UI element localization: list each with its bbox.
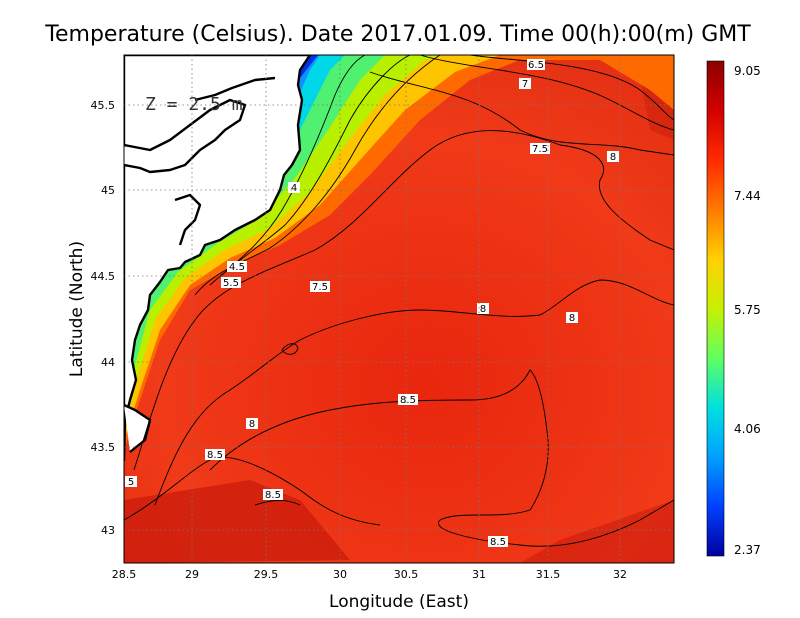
map-title: Temperature (Celsius). Date 2017.01.09. …: [44, 22, 751, 47]
contour-label: 8: [566, 312, 578, 324]
contour-label: 8.5: [205, 449, 225, 461]
contour-label: 8: [246, 418, 258, 430]
svg-text:5.5: 5.5: [223, 278, 239, 289]
y-axis-label: Latitude (North): [67, 241, 87, 377]
depth-label: Z = 2.5 m: [145, 94, 243, 115]
svg-text:7.5: 7.5: [312, 282, 328, 293]
svg-text:8: 8: [610, 152, 616, 163]
colorbar-gradient: [706, 60, 725, 557]
svg-text:7.5: 7.5: [532, 144, 548, 155]
contour-label: 8.5: [398, 394, 418, 406]
svg-text:6.5: 6.5: [528, 60, 544, 71]
contour-label: 8: [607, 151, 619, 163]
x-tick-label: 29.5: [254, 568, 279, 581]
x-tick-label: 29: [185, 568, 199, 581]
y-tick-label: 43.5: [91, 441, 116, 454]
contour-label: 7.5: [530, 143, 550, 155]
colorbar-tick-label: 7.44: [734, 189, 761, 203]
svg-text:8.5: 8.5: [400, 395, 416, 406]
contour-label: 5.5: [221, 277, 241, 289]
svg-text:8: 8: [480, 304, 486, 315]
x-tick-labels: 28.5 29 29.5 30 30.5 31 31.5 32: [112, 568, 627, 581]
grid-lines: [124, 55, 674, 563]
y-tick-label: 45.5: [91, 99, 116, 112]
colorbar-tick-label: 2.37: [734, 543, 761, 557]
deep-warm-region: [124, 480, 350, 563]
contour-lines: [124, 55, 674, 547]
colorbar-tick-label: 9.05: [734, 64, 761, 78]
plot-frame: [123, 54, 675, 564]
contour-label: 7.5: [310, 281, 330, 293]
y-tick-label: 45: [101, 184, 115, 197]
y-tick-label: 44: [101, 356, 115, 369]
x-tick-label: 28.5: [112, 568, 137, 581]
svg-text:7: 7: [522, 79, 528, 90]
plot-area: 6.5 7 7.5 8 4 4.5 5.5 7.5 8 8 8 8.5 8.5 …: [124, 55, 674, 563]
svg-text:5: 5: [128, 477, 134, 488]
contour-label: 4.5: [227, 261, 247, 273]
estuary-outline: [194, 76, 276, 102]
svg-text:8.5: 8.5: [490, 537, 506, 548]
x-tick-label: 32: [613, 568, 627, 581]
contour-label: 8: [477, 303, 489, 315]
x-tick-label: 30: [333, 568, 347, 581]
contour-label: 7: [519, 78, 531, 90]
svg-text:8: 8: [569, 313, 575, 324]
x-tick-label: 31: [472, 568, 486, 581]
delta-outline: [174, 193, 202, 246]
colorbar-tick-label: 5.75: [734, 303, 761, 317]
y-tick-label: 43: [101, 524, 115, 537]
contour-label: 5: [125, 476, 137, 488]
svg-text:4.5: 4.5: [229, 262, 245, 273]
svg-text:8.5: 8.5: [207, 450, 223, 461]
contour-label: 6.5: [527, 59, 545, 71]
svg-text:8.5: 8.5: [265, 490, 281, 501]
svg-text:4: 4: [291, 183, 297, 194]
contour-label: 4: [288, 182, 300, 194]
colorbar-tick-label: 4.06: [734, 422, 761, 436]
contour-labels: 6.5 7 7.5 8 4 4.5 5.5 7.5 8 8 8 8.5 8.5 …: [125, 59, 619, 548]
svg-text:8: 8: [249, 419, 255, 430]
x-axis-label: Longitude (East): [329, 592, 469, 612]
y-tick-label: 44.5: [91, 270, 116, 283]
contour-label: 8.5: [488, 536, 508, 548]
lagoon-outline: [124, 98, 247, 174]
x-tick-label: 31.5: [536, 568, 561, 581]
colorbar: 9.05 7.44 5.75 4.06 2.37: [706, 60, 761, 557]
x-tick-label: 30.5: [394, 568, 419, 581]
y-tick-labels: 43 43.5 44 44.5 45 45.5: [91, 99, 116, 537]
contour-label: 8.5: [263, 489, 283, 501]
